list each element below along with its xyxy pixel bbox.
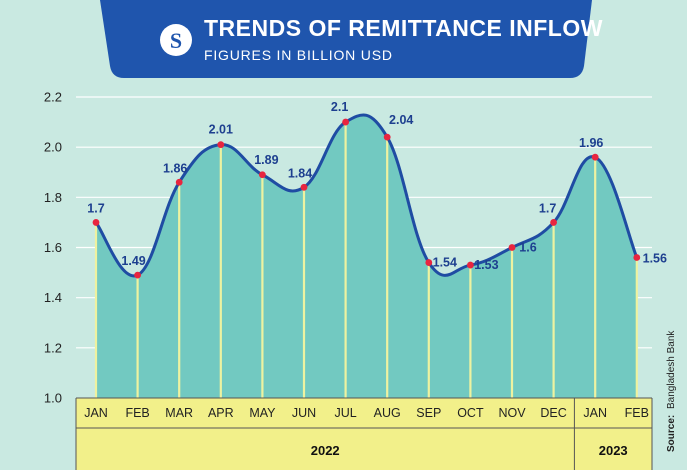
source-text: Bangladesh Bank: [666, 330, 677, 409]
stem-layer: [94, 122, 638, 398]
x-tick-label: OCT: [457, 406, 484, 420]
x-tick-label: JUN: [292, 406, 316, 420]
data-label: 1.7: [87, 201, 104, 215]
year-label: 2022: [311, 443, 340, 458]
data-label: 1.56: [643, 252, 667, 266]
banner-shape: [100, 0, 592, 78]
x-axis-ticks: JAN FEB MAR APR MAY JUN JUL AUG SEP OCT NOV DEC JAN F…: [84, 406, 649, 420]
data-point: [300, 183, 308, 191]
logo-letter: S: [170, 28, 182, 53]
data-point: [467, 261, 474, 269]
data-label: 1.84: [288, 166, 312, 180]
data-label: 1.86: [163, 161, 187, 175]
y-tick-label: 1.0: [44, 391, 62, 406]
y-axis-ticks: 1.0 1.2 1.4 1.6 1.8 2.0 2.2: [44, 90, 62, 406]
x-tick-label: NOV: [498, 406, 526, 420]
y-tick-label: 1.2: [44, 340, 62, 355]
data-label: 2.01: [209, 123, 233, 137]
year-label: 2023: [599, 443, 628, 458]
data-point: [259, 171, 266, 179]
y-tick-label: 1.4: [44, 290, 62, 305]
data-label: 1.89: [254, 153, 278, 167]
x-tick-label: JAN: [84, 406, 108, 420]
chart-subtitle: FIGURES IN BILLION USD: [204, 47, 393, 63]
title-banner: S TRENDS OF REMITTANCE INFLOW FIGURES IN…: [100, 0, 603, 78]
y-tick-label: 2.0: [44, 140, 62, 155]
data-label: 1.96: [579, 136, 603, 150]
y-tick-label: 1.6: [44, 240, 62, 255]
x-tick-label: DEC: [540, 406, 566, 420]
data-label-layer: 1.7 1.49 1.86 2.01 1.89 1.84 2.1 2.04 1.54 1.53 1.…: [87, 100, 667, 272]
data-label: 1.6: [519, 241, 536, 255]
x-tick-label: MAY: [249, 406, 276, 420]
data-point: [425, 259, 433, 266]
x-tick-label: AUG: [374, 406, 401, 420]
y-tick-label: 2.2: [44, 90, 62, 105]
chart-title: TRENDS OF REMITTANCE INFLOW: [204, 15, 603, 41]
source-note: Source: Bangladesh Bank: [666, 330, 677, 452]
x-tick-label: FEB: [625, 406, 649, 420]
logo-circle: [160, 24, 192, 56]
x-tick-label: APR: [208, 406, 234, 420]
axis-band-fill: [76, 398, 652, 470]
data-point: [508, 244, 516, 251]
year-labels: 2022 2023: [311, 398, 628, 470]
x-axis-band: [75, 397, 653, 470]
data-label: 1.7: [539, 201, 556, 215]
x-tick-label: MAR: [165, 406, 193, 420]
x-tick-label: SEP: [416, 406, 441, 420]
data-label: 1.54: [433, 256, 457, 270]
data-point: [550, 219, 557, 226]
data-point: [92, 219, 100, 226]
data-point: [134, 271, 142, 279]
data-point: [383, 133, 391, 141]
data-point: [342, 118, 349, 126]
data-point: [175, 178, 183, 186]
data-point: [217, 141, 225, 149]
data-label: 2.1: [331, 100, 348, 114]
marker-layer: [92, 118, 641, 279]
x-tick-label: JUL: [334, 406, 356, 420]
y-tick-label: 1.8: [44, 190, 62, 205]
data-point: [591, 153, 599, 161]
data-label: 1.49: [121, 254, 145, 268]
data-point: [633, 254, 641, 261]
x-tick-label: FEB: [125, 406, 149, 420]
area-fill: [96, 114, 637, 399]
source-label: Source:: [666, 415, 677, 452]
x-tick-label: JAN: [583, 406, 607, 420]
data-label: 2.04: [389, 113, 413, 127]
data-label: 1.53: [474, 258, 498, 272]
